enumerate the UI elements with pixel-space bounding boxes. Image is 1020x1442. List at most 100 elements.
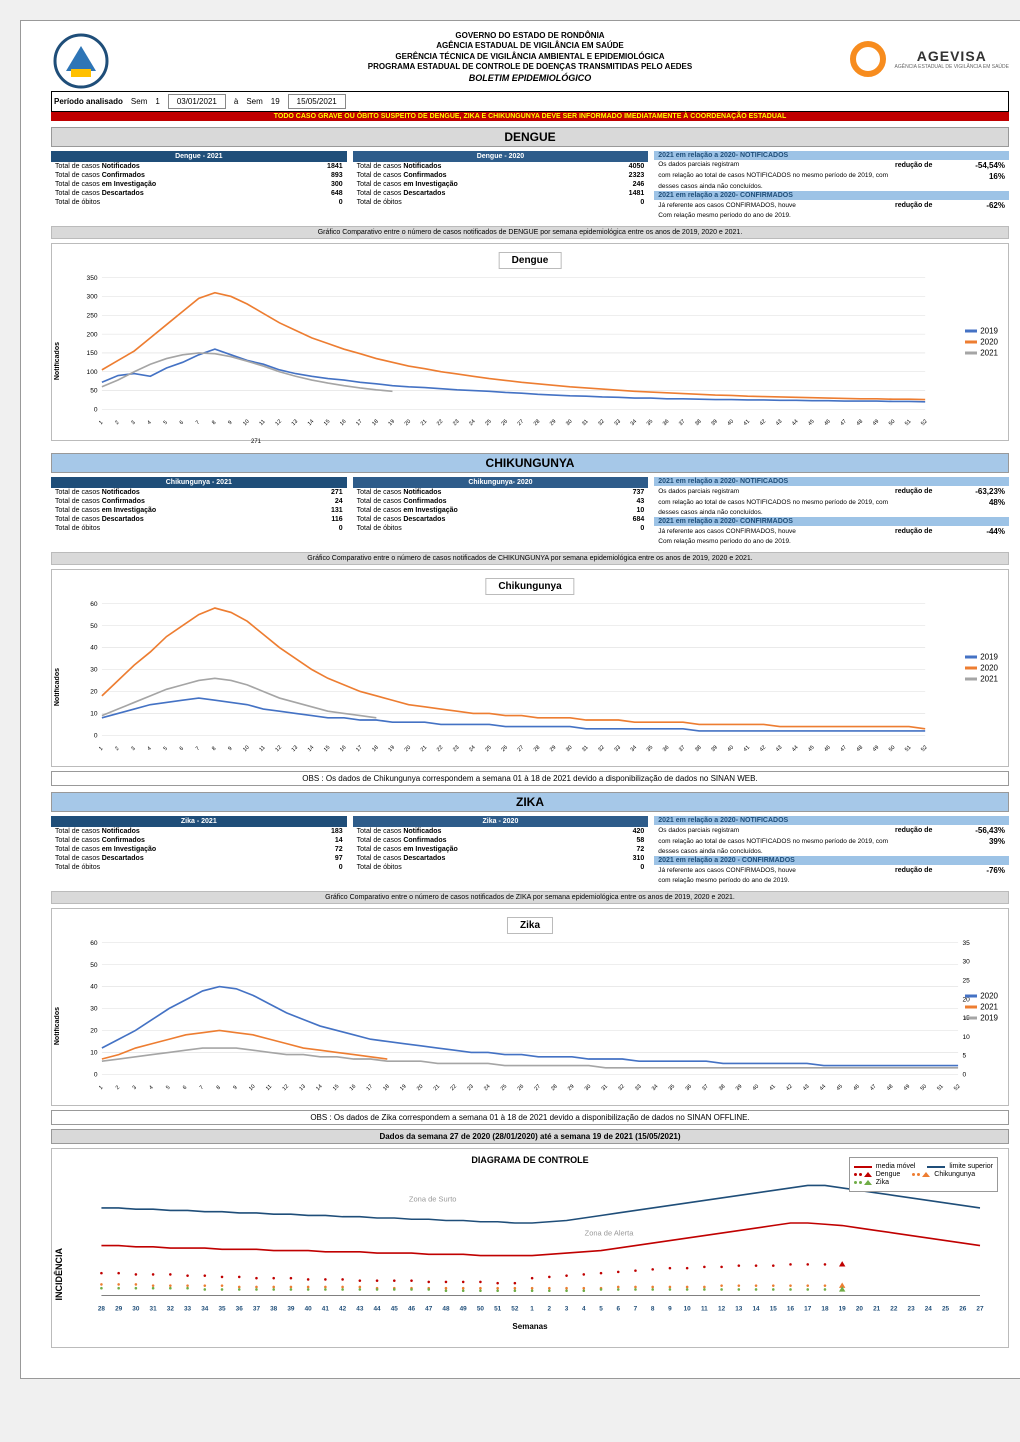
svg-text:22: 22 [449, 1084, 458, 1093]
chik-obs: OBS : Os dados de Chikungunya correspond… [51, 771, 1009, 786]
zika-2020-header: Zika - 2020 [353, 816, 649, 827]
alert-bar: TODO CASO GRAVE OU ÓBITO SUSPEITO DE DEN… [51, 112, 1009, 121]
svg-text:51: 51 [494, 1306, 502, 1313]
zika-a1c: com relação ao total de casos NOTIFICADO… [658, 838, 955, 845]
chik-2021-header: Chikungunya - 2021 [51, 477, 347, 488]
svg-text:11: 11 [265, 1084, 273, 1092]
svg-text:25: 25 [942, 1306, 950, 1313]
svg-text:28: 28 [98, 1306, 106, 1313]
zika-a2p: -76% [955, 866, 1005, 875]
svg-text:20: 20 [416, 1084, 425, 1093]
svg-text:39: 39 [735, 1084, 744, 1093]
chik-chart-desc: Gráfico Comparativo entre o número de ca… [51, 552, 1009, 565]
svg-text:28: 28 [533, 745, 542, 754]
zika-analysis: 2021 em relação a 2020- NOTIFICADOS Os d… [654, 816, 1009, 885]
chik-chart: 0102030405060123456789101112131415161718… [58, 595, 1002, 755]
svg-text:28: 28 [550, 1084, 559, 1093]
svg-text:32: 32 [597, 745, 606, 754]
svg-text:8: 8 [211, 420, 217, 426]
dengue-analysis-h2: 2021 em relação a 2020- CONFIRMADOS [654, 191, 1009, 200]
svg-text:7: 7 [199, 1085, 205, 1091]
svg-text:9: 9 [232, 1085, 238, 1091]
chik-a1p: -63,23% [955, 487, 1005, 496]
swatch-2020 [965, 340, 977, 343]
svg-text:11: 11 [701, 1306, 708, 1313]
dengue-2020-rows: Total de casos Notificados4050Total de c… [353, 162, 649, 207]
zika-h1: 2021 em relação a 2020- NOTIFICADOS [654, 816, 1009, 825]
data-row: Total de óbitos 0 [51, 198, 347, 207]
svg-text:5: 5 [163, 746, 169, 752]
svg-text:41: 41 [768, 1084, 777, 1093]
svg-text:30: 30 [962, 959, 970, 966]
zika-2020-col: Zika - 2020 Total de casos Notificados42… [353, 816, 649, 885]
zika-ylabel: Notificados [54, 1007, 61, 1045]
svg-text:20: 20 [856, 1306, 864, 1313]
zika-legend: 2020 2021 2019 [965, 990, 998, 1025]
chik-2020-rows: Total de casos Notificados737Total de ca… [353, 488, 649, 533]
svg-text:36: 36 [662, 419, 671, 428]
control-legend: media móvel limite superior Dengue Chiku… [849, 1157, 998, 1192]
svg-text:5: 5 [163, 420, 169, 426]
svg-text:24: 24 [468, 745, 477, 754]
svg-text:21: 21 [420, 745, 429, 754]
svg-text:36: 36 [662, 745, 671, 754]
data-row: Total de casos Notificados1841 [51, 162, 347, 171]
chik-a2b: redução de [895, 528, 955, 535]
svg-text:16: 16 [349, 1084, 358, 1093]
svg-text:15: 15 [323, 419, 332, 428]
legend-2019: 2019 [980, 653, 998, 662]
svg-text:49: 49 [903, 1084, 912, 1093]
svg-text:46: 46 [823, 745, 832, 754]
swatch-2020 [965, 667, 977, 670]
svg-text:23: 23 [452, 745, 461, 754]
svg-text:16: 16 [339, 419, 348, 428]
svg-text:10: 10 [90, 711, 98, 718]
svg-text:38: 38 [694, 419, 703, 428]
svg-text:0: 0 [94, 406, 98, 413]
svg-text:35: 35 [962, 940, 970, 947]
swatch-2019 [965, 656, 977, 659]
data-row: Total de casos em Investigação246 [353, 180, 649, 189]
svg-text:50: 50 [920, 1084, 929, 1093]
chik-data-grid: Chikungunya - 2021 Total de casos Notifi… [51, 477, 1009, 546]
svg-text:3: 3 [132, 1085, 138, 1091]
svg-text:5: 5 [165, 1085, 171, 1091]
svg-text:20: 20 [404, 419, 413, 428]
svg-text:44: 44 [819, 1084, 828, 1093]
svg-text:18: 18 [821, 1306, 829, 1313]
dengue-chart-title: Dengue [499, 252, 562, 269]
svg-text:1: 1 [98, 1085, 104, 1091]
swatch-2019 [965, 329, 977, 332]
svg-text:25: 25 [484, 419, 493, 428]
svg-text:22: 22 [436, 745, 445, 754]
svg-text:27: 27 [533, 1084, 542, 1093]
svg-text:16: 16 [339, 745, 348, 754]
svg-text:50: 50 [888, 745, 897, 754]
svg-text:15: 15 [770, 1306, 778, 1313]
svg-text:50: 50 [888, 419, 897, 428]
data-row: Total de óbitos 0 [353, 524, 649, 533]
svg-text:17: 17 [366, 1084, 375, 1093]
zika-chart: 0102030405060051015202530351234567891011… [58, 934, 1002, 1094]
svg-text:50: 50 [477, 1306, 485, 1313]
control-xlabel: Semanas [58, 1322, 1002, 1331]
svg-text:7: 7 [634, 1306, 638, 1313]
chik-2021-rows: Total de casos Notificados271Total de ca… [51, 488, 347, 533]
svg-text:0: 0 [94, 733, 98, 740]
svg-text:38: 38 [270, 1306, 278, 1313]
zika-a1b: redução de [895, 827, 955, 834]
svg-text:37: 37 [678, 419, 687, 428]
svg-text:36: 36 [685, 1084, 694, 1093]
chik-a2a: Já referente aos casos CONFIRMADOS, houv… [658, 528, 895, 535]
data-row: Total de casos Notificados183 [51, 827, 347, 836]
zika-a1a: Os dados parciais registram [658, 827, 895, 834]
data-row: Total de casos Confirmados24 [51, 497, 347, 506]
svg-text:60: 60 [90, 601, 98, 608]
svg-text:2: 2 [114, 746, 120, 752]
svg-text:14: 14 [307, 419, 316, 428]
data-row: Total de casos Confirmados14 [51, 836, 347, 845]
svg-text:27: 27 [517, 419, 526, 428]
date1: 03/01/2021 [168, 94, 226, 109]
data-row: Total de casos Descartados310 [353, 854, 649, 863]
svg-text:24: 24 [468, 419, 477, 428]
